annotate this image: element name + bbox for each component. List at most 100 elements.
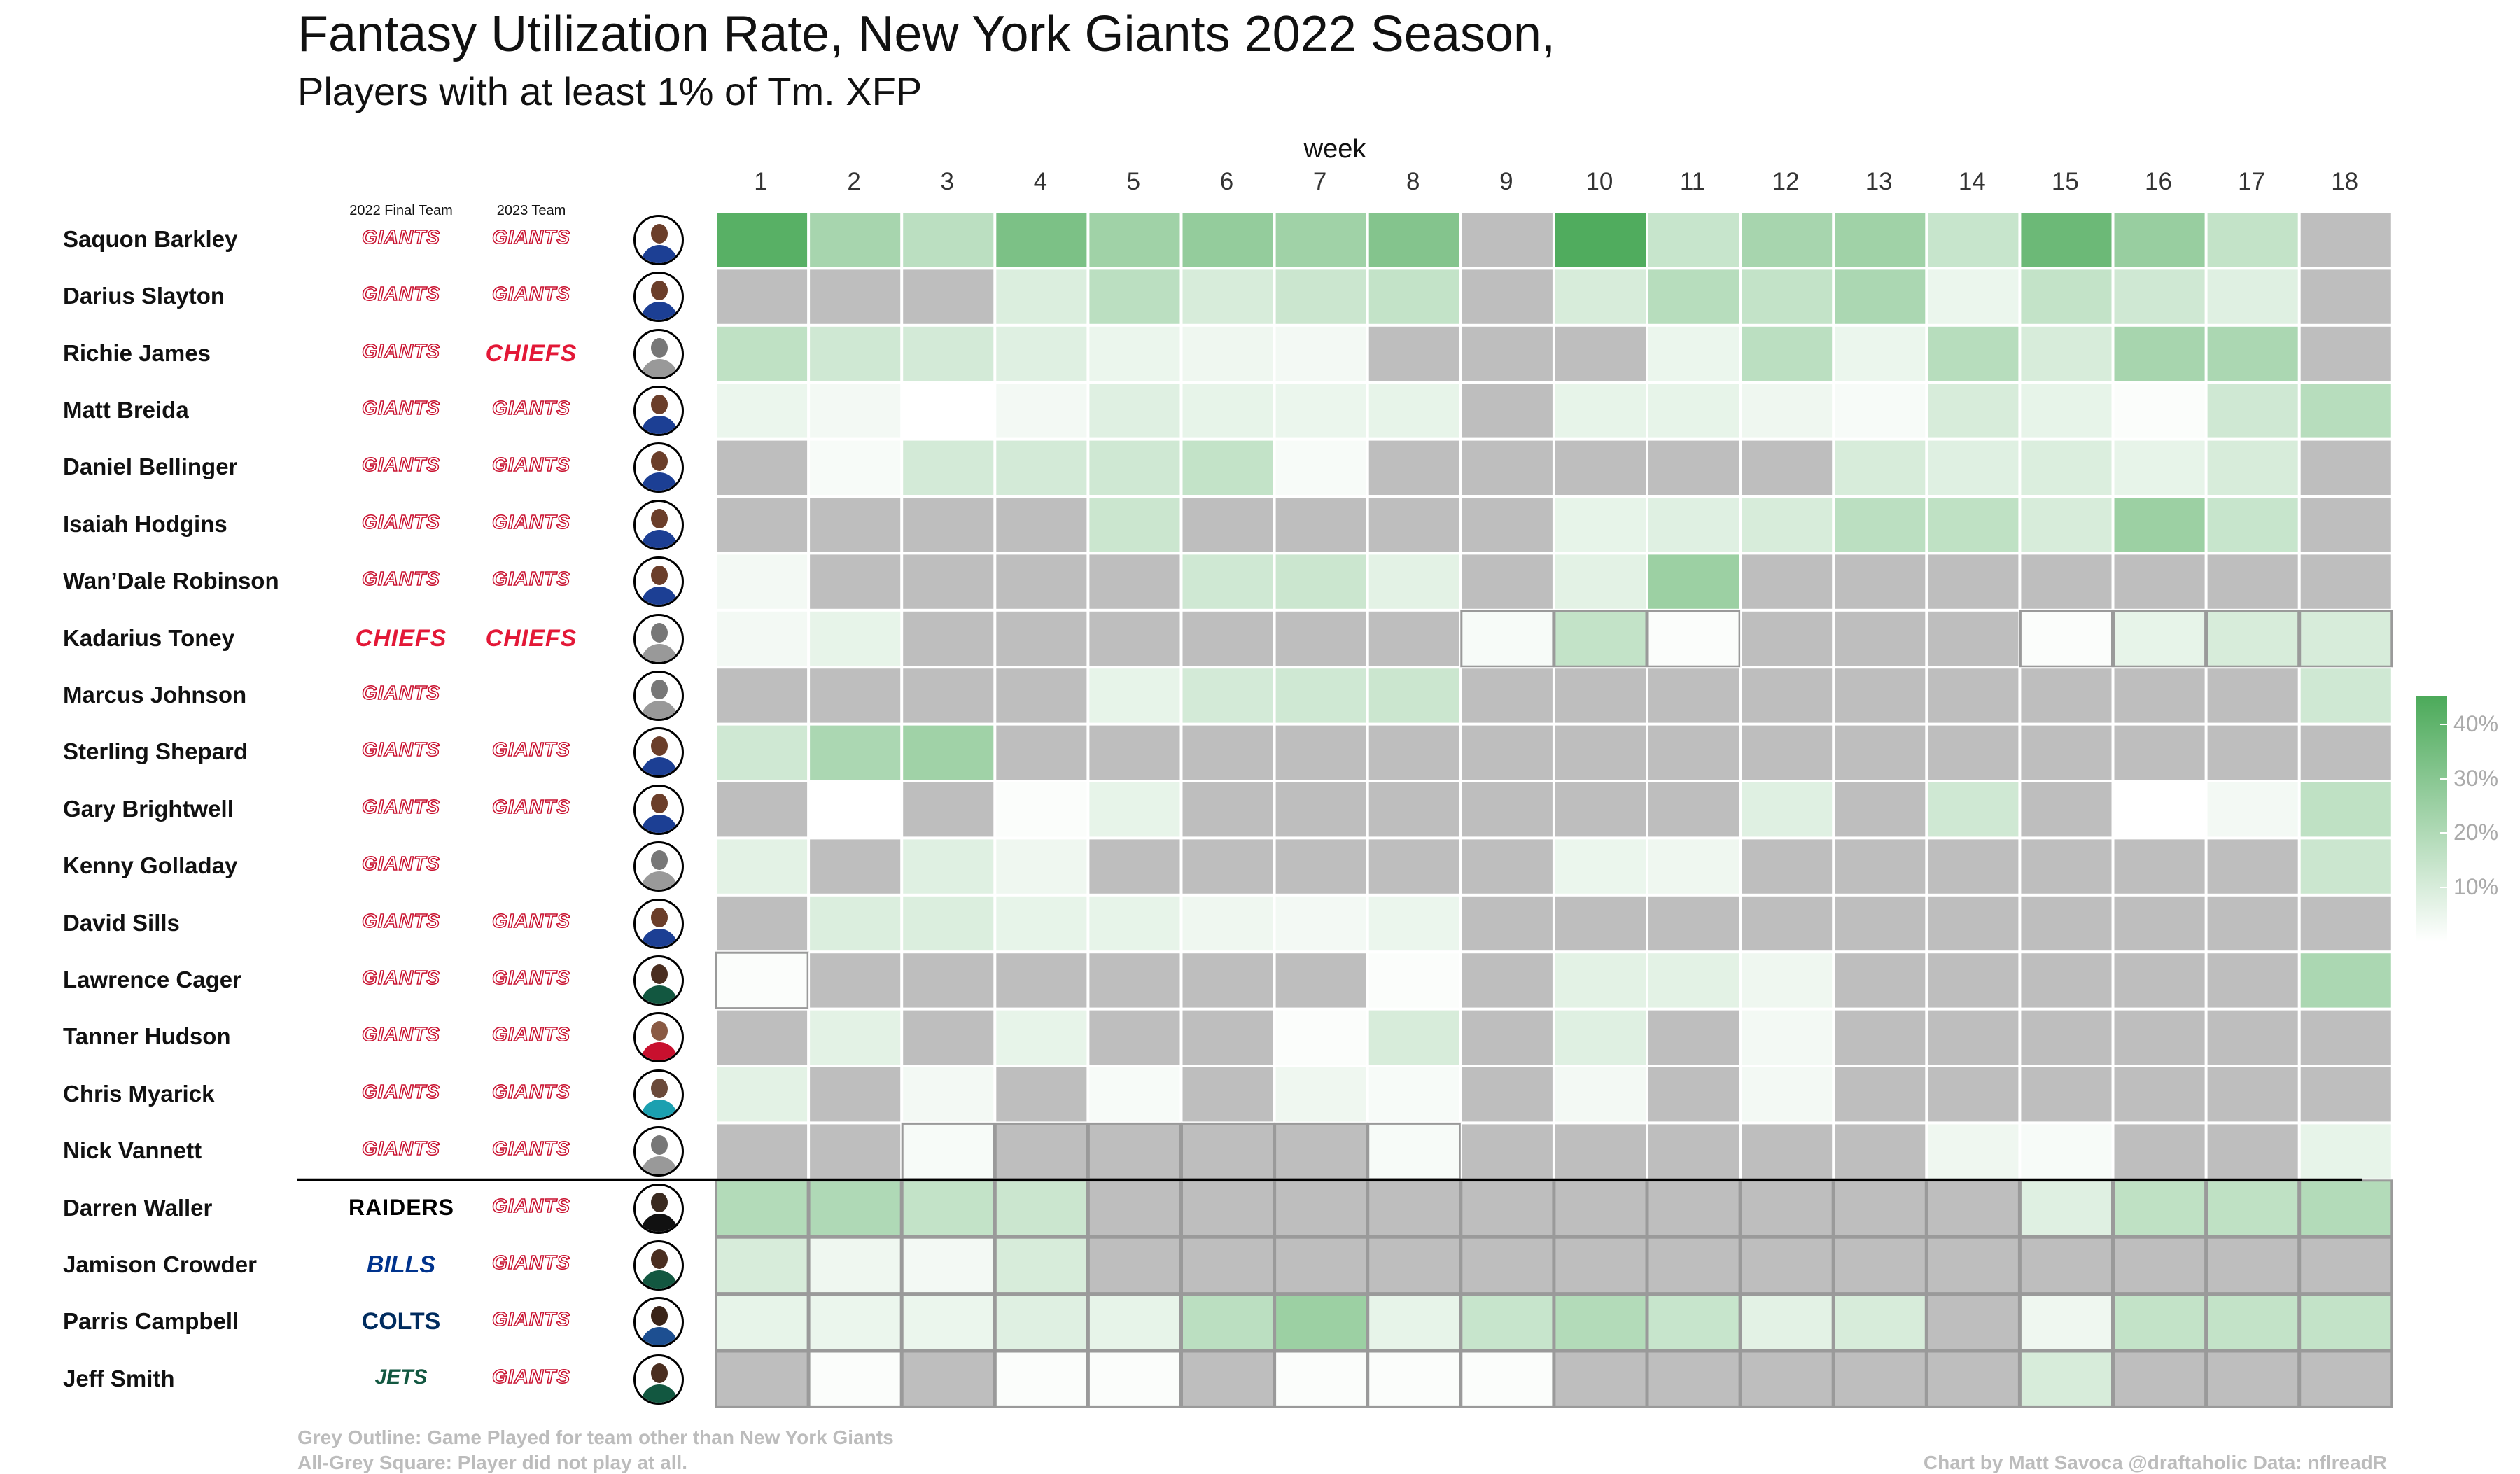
final-team-logo-tanner-hudson: GIANTS — [361, 1023, 440, 1046]
heatmap-cell-kenny-golladay-week-10 — [1553, 838, 1647, 895]
heatmap-cell-saquon-barkley-week-4 — [995, 211, 1088, 269]
player-headshot-jamison-crowder — [634, 1240, 684, 1291]
week-label-2: 2 — [847, 168, 861, 195]
heatmap-cell-david-sills-week-6 — [1181, 894, 1275, 953]
heatmap-cell-kenny-golladay-week-16 — [2113, 838, 2206, 895]
heatmap-cell-kadarius-toney-week-3 — [902, 610, 995, 668]
heatmap-cell-richie-james-week-7 — [1274, 325, 1368, 383]
heatmap-cell-chris-myarick-week-18 — [2299, 1066, 2393, 1123]
final-team-logo-marcus-johnson: GIANTS — [361, 681, 440, 704]
heatmap-cell-jeff-smith-week-6 — [1181, 1350, 1275, 1408]
player-name-chris-myarick: Chris Myarick — [63, 1080, 215, 1107]
heatmap-cell-gary-brightwell-week-6 — [1181, 781, 1275, 838]
heatmap-cell-matt-breida-week-16 — [2113, 382, 2206, 440]
heatmap-cell-david-sills-week-12 — [1740, 894, 1834, 953]
heatmap-cell-darren-waller-week-4 — [994, 1179, 1088, 1237]
heatmap-cell-saquon-barkley-week-14 — [1926, 211, 2020, 269]
heatmap-cell-jeff-smith-week-13 — [1833, 1350, 1927, 1408]
week-label-14: 14 — [1958, 168, 1986, 195]
week-label-4: 4 — [1033, 168, 1048, 195]
heatmap-cell-nick-vannett-week-3 — [901, 1122, 995, 1181]
heatmap-cell-kadarius-toney-week-17 — [2206, 610, 2300, 668]
heatmap-cell-tanner-hudson-week-3 — [902, 1009, 995, 1066]
player-headshot-kenny-golladay — [634, 841, 684, 892]
final-team-logo-darius-slayton: GIANTS — [361, 282, 440, 305]
heatmap-cell-marcus-johnson-week-4 — [995, 667, 1088, 724]
heatmap-cell-richie-james-week-8 — [1367, 325, 1461, 383]
heatmap-cell-jamison-crowder-week-4 — [994, 1236, 1088, 1295]
heatmap-cell-gary-brightwell-week-4 — [995, 781, 1088, 838]
heatmap-cell-darren-waller-week-12 — [1740, 1179, 1834, 1237]
heatmap-cell-jamison-crowder-week-18 — [2299, 1236, 2393, 1295]
heatmap-cell-saquon-barkley-week-9 — [1460, 211, 1554, 269]
heatmap-cell-richie-james-week-16 — [2113, 325, 2206, 383]
week-label-1: 1 — [754, 168, 768, 195]
heatmap-cell-kenny-golladay-week-17 — [2206, 838, 2300, 895]
heatmap-cell-gary-brightwell-week-7 — [1274, 781, 1368, 838]
heatmap-cell-jamison-crowder-week-2 — [808, 1236, 902, 1295]
heatmap-cell-chris-myarick-week-3 — [902, 1066, 995, 1123]
headshot-head — [651, 622, 668, 643]
heatmap-cell-kenny-golladay-week-8 — [1367, 838, 1461, 895]
final-team-logo-kenny-golladay: GIANTS — [361, 852, 440, 875]
player-headshot-jeff-smith — [634, 1354, 684, 1405]
heatmap-cell-wan-dale-robinson-week-7 — [1274, 553, 1368, 610]
heatmap-cell-darren-waller-week-9 — [1460, 1179, 1555, 1237]
legend-tick-40: 40% — [2454, 710, 2499, 736]
heatmap-cell-darren-waller-week-18 — [2299, 1179, 2393, 1237]
player-headshot-kadarius-toney — [634, 613, 684, 664]
heatmap-cell-jamison-crowder-week-3 — [901, 1236, 995, 1295]
heatmap-cell-darius-slayton-week-3 — [902, 268, 995, 325]
heatmap-cell-saquon-barkley-week-12 — [1740, 211, 1834, 269]
player-name-jeff-smith: Jeff Smith — [63, 1365, 175, 1391]
week-label-3: 3 — [940, 168, 954, 195]
heatmap-cell-saquon-barkley-week-8 — [1367, 211, 1461, 269]
heatmap-cell-richie-james-week-6 — [1181, 325, 1275, 383]
heatmap-cell-gary-brightwell-week-8 — [1367, 781, 1461, 838]
team-2023-logo-richie-james: CHIEFS — [485, 339, 578, 367]
heatmap-cell-isaiah-hodgins-week-3 — [902, 496, 995, 554]
heatmap-cell-david-sills-week-10 — [1553, 894, 1647, 953]
heatmap-cell-gary-brightwell-week-13 — [1833, 781, 1927, 838]
heatmap-cell-lawrence-cager-week-14 — [1926, 952, 2020, 1009]
final-team-logo-chris-myarick: GIANTS — [361, 1080, 440, 1103]
heatmap-cell-richie-james-week-1 — [715, 325, 809, 383]
heatmap-cell-sterling-shepard-week-15 — [2019, 724, 2113, 781]
heatmap-cell-wan-dale-robinson-week-18 — [2299, 553, 2393, 610]
heatmap-cell-daniel-bellinger-week-1 — [715, 439, 809, 496]
heatmap-cell-richie-james-week-14 — [1926, 325, 2020, 383]
heatmap-cell-gary-brightwell-week-17 — [2206, 781, 2300, 838]
heatmap-cell-chris-myarick-week-16 — [2113, 1066, 2206, 1123]
heatmap-cell-lawrence-cager-week-3 — [902, 952, 995, 1009]
heatmap-cell-sterling-shepard-week-4 — [995, 724, 1088, 781]
heatmap-cell-matt-breida-week-8 — [1367, 382, 1461, 440]
heatmap-cell-matt-breida-week-14 — [1926, 382, 2020, 440]
heatmap-cell-daniel-bellinger-week-13 — [1833, 439, 1927, 496]
headshot-head — [651, 394, 668, 414]
heatmap-cell-saquon-barkley-week-18 — [2299, 211, 2393, 269]
player-headshot-daniel-bellinger — [634, 442, 684, 493]
heatmap-cell-jeff-smith-week-11 — [1646, 1350, 1741, 1408]
heatmap-cell-sterling-shepard-week-10 — [1553, 724, 1647, 781]
week-label-9: 9 — [1499, 168, 1513, 195]
heatmap-cell-saquon-barkley-week-1 — [715, 211, 809, 269]
heatmap-cell-jeff-smith-week-15 — [2019, 1350, 2113, 1408]
heatmap-cell-jamison-crowder-week-11 — [1646, 1236, 1741, 1295]
final-team-logo-nick-vannett: GIANTS — [361, 1137, 440, 1160]
heatmap-cell-saquon-barkley-week-15 — [2019, 211, 2113, 269]
heatmap-cell-nick-vannett-week-7 — [1274, 1122, 1368, 1181]
heatmap-cell-marcus-johnson-week-7 — [1274, 667, 1368, 724]
week-label-16: 16 — [2145, 168, 2172, 195]
heatmap-cell-nick-vannett-week-16 — [2113, 1123, 2206, 1180]
heatmap-cell-wan-dale-robinson-week-16 — [2113, 553, 2206, 610]
week-label-10: 10 — [1586, 168, 1614, 195]
heatmap-cell-parris-campbell-week-4 — [994, 1293, 1088, 1352]
heatmap-cell-jamison-crowder-week-7 — [1274, 1236, 1368, 1295]
team-2023-header: 2023 Team — [496, 203, 566, 218]
heatmap-cell-jamison-crowder-week-10 — [1553, 1236, 1648, 1295]
heatmap-cell-isaiah-hodgins-week-12 — [1740, 496, 1834, 554]
heatmap-cell-matt-breida-week-1 — [715, 382, 809, 440]
heatmap-cell-lawrence-cager-week-10 — [1553, 952, 1647, 1009]
heatmap-cell-lawrence-cager-week-4 — [995, 952, 1088, 1009]
